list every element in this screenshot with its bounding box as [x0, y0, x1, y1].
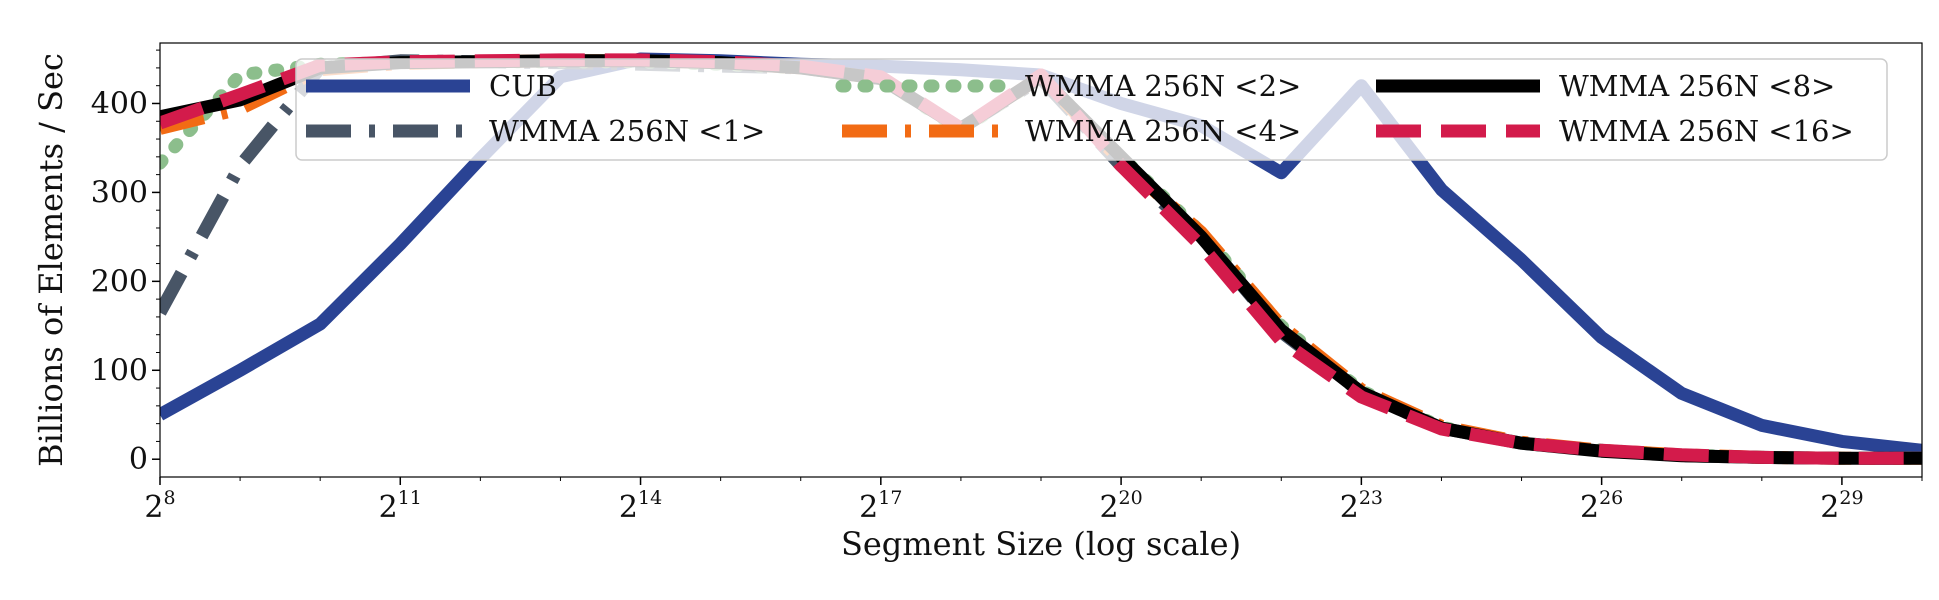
legend-label-wmma-256n-16: WMMA 256N <16> [1559, 114, 1854, 148]
y-tick-label: 100 [91, 353, 148, 388]
y-tick-label: 300 [91, 175, 148, 210]
x-tick-label: 211 [379, 487, 422, 525]
y-tick-label: 200 [91, 264, 148, 299]
x-tick-label: 214 [619, 487, 662, 525]
x-tick-label: 226 [1580, 487, 1623, 525]
legend-label-wmma-256n-2: WMMA 256N <2> [1025, 69, 1301, 103]
y-axis: 0 100 200 300 400 [91, 49, 160, 477]
x-axis-title: Segment Size (log scale) [841, 525, 1241, 563]
legend-label-wmma-256n-4: WMMA 256N <4> [1025, 114, 1301, 148]
y-tick-label: 400 [91, 86, 148, 121]
x-tick-label: 229 [1820, 487, 1863, 525]
x-tick-label: 217 [859, 487, 902, 525]
y-axis-title: Billions of Elements / Sec [32, 53, 70, 467]
legend-label-cub: CUB [489, 69, 557, 103]
y-tick-label: 0 [129, 442, 148, 477]
legend-label-wmma-256n-1: WMMA 256N <1> [489, 114, 765, 148]
x-tick-label: 220 [1099, 487, 1142, 525]
legend-label-wmma-256n-8: WMMA 256N <8> [1559, 69, 1835, 103]
x-tick-label: 223 [1340, 487, 1383, 525]
x-tick-label: 28 [144, 487, 175, 525]
legend: CUB WMMA 256N <1> WMMA 256N <2> WMMA 256N <… [295, 58, 1888, 161]
x-axis: 28 211 214 217 220 223 226 229 [144, 477, 1923, 525]
